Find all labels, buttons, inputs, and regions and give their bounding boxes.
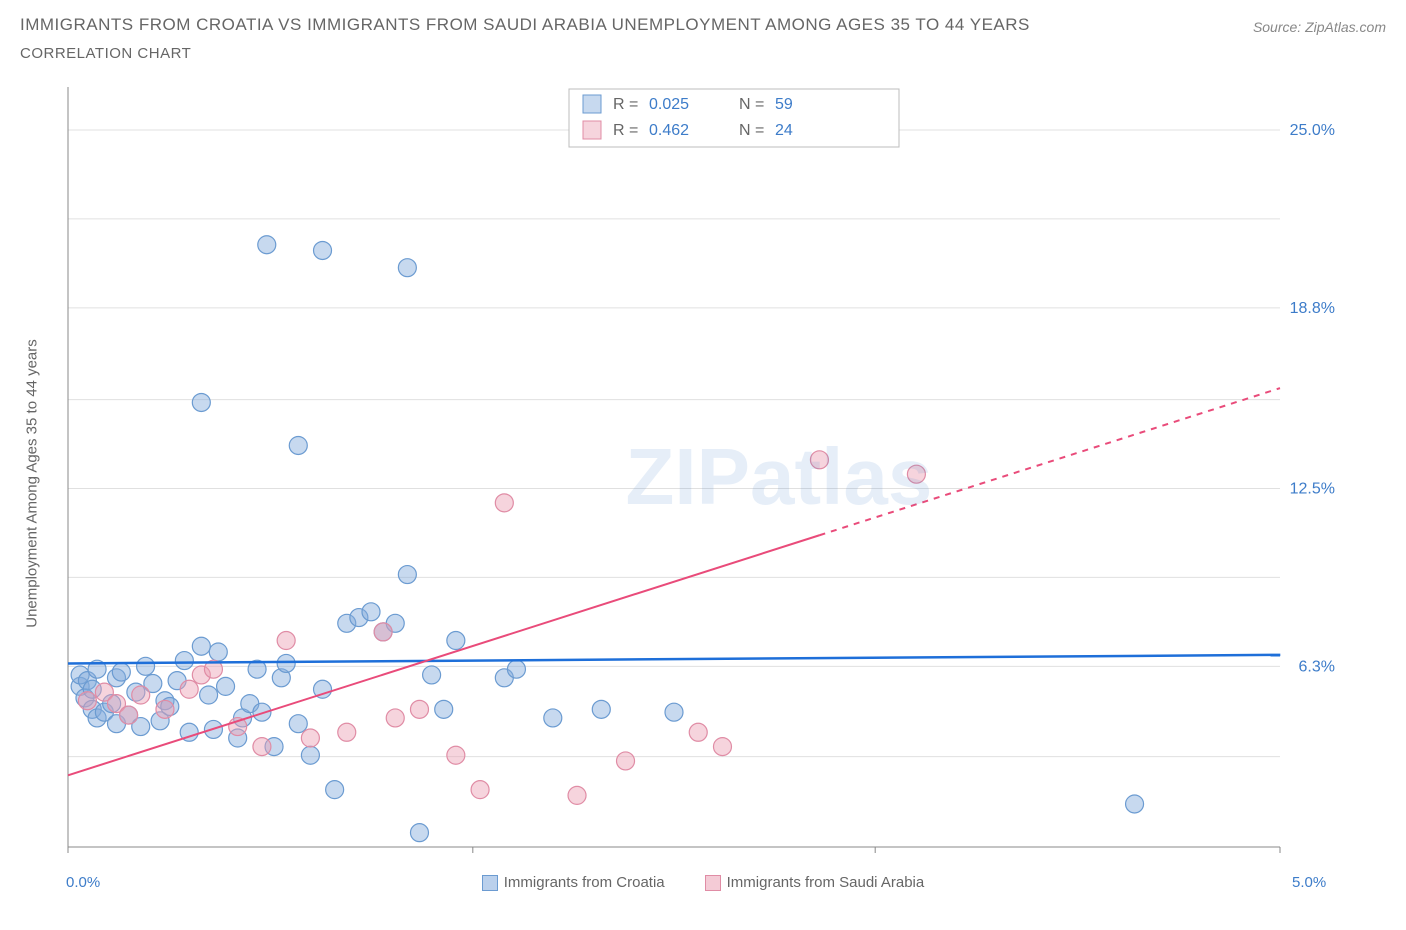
- chart-title: IMMIGRANTS FROM CROATIA VS IMMIGRANTS FR…: [20, 15, 1030, 35]
- svg-text:59: 59: [775, 96, 793, 113]
- x-axis-min-label: 0.0%: [66, 874, 100, 891]
- scatter-chart: 6.3% 12.5% 18.8% 25.0% R = 0.025 N = 59 R = 0.…: [20, 77, 1340, 867]
- svg-text:24: 24: [775, 122, 793, 139]
- svg-text:18.8%: 18.8%: [1290, 300, 1335, 317]
- legend-swatch-icon: [705, 875, 721, 891]
- x-axis-legend: 0.0% Immigrants from Croatia Immigrants …: [20, 874, 1386, 891]
- svg-text:0.462: 0.462: [649, 122, 689, 139]
- y-axis-label: Unemployment Among Ages 35 to 44 years: [24, 339, 41, 628]
- svg-text:12.5%: 12.5%: [1290, 481, 1335, 498]
- source-text: Source: ZipAtlas.com: [1253, 19, 1386, 35]
- svg-text:6.3%: 6.3%: [1299, 658, 1335, 675]
- legend-label: Immigrants from Croatia: [504, 874, 665, 891]
- svg-text:0.025: 0.025: [649, 96, 689, 113]
- legend-swatch-icon: [482, 875, 498, 891]
- svg-text:R =: R =: [613, 122, 638, 139]
- legend-item-croatia: Immigrants from Croatia: [482, 874, 665, 891]
- svg-text:N =: N =: [739, 96, 764, 113]
- svg-text:N =: N =: [739, 122, 764, 139]
- chart-container: Unemployment Among Ages 35 to 44 years 6…: [20, 77, 1386, 872]
- svg-text:R =: R =: [613, 96, 638, 113]
- legend-item-saudi-arabia: Immigrants from Saudi Arabia: [705, 874, 925, 891]
- chart-subtitle: CORRELATION CHART: [20, 45, 1386, 62]
- x-axis-max-label: 5.0%: [1292, 874, 1326, 891]
- svg-text:25.0%: 25.0%: [1290, 122, 1335, 139]
- legend-label: Immigrants from Saudi Arabia: [727, 874, 925, 891]
